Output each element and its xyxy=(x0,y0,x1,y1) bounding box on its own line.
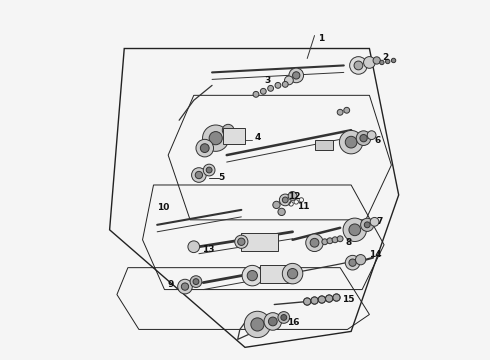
Text: 8: 8 xyxy=(346,238,352,247)
Text: 13: 13 xyxy=(202,245,214,254)
Circle shape xyxy=(306,234,323,252)
Circle shape xyxy=(238,238,245,246)
Circle shape xyxy=(288,269,298,279)
Circle shape xyxy=(193,279,199,284)
Text: 15: 15 xyxy=(343,295,355,304)
Text: 14: 14 xyxy=(369,250,382,259)
Circle shape xyxy=(282,197,288,203)
Circle shape xyxy=(364,222,370,228)
Circle shape xyxy=(178,279,192,294)
Circle shape xyxy=(332,237,338,243)
Circle shape xyxy=(354,61,363,70)
Circle shape xyxy=(370,217,379,226)
Circle shape xyxy=(360,135,367,142)
Circle shape xyxy=(279,194,291,206)
Circle shape xyxy=(264,313,282,330)
Circle shape xyxy=(333,294,340,301)
Circle shape xyxy=(273,201,280,208)
Circle shape xyxy=(253,91,259,97)
Circle shape xyxy=(367,131,376,140)
Circle shape xyxy=(200,144,209,153)
Bar xyxy=(260,265,293,283)
Circle shape xyxy=(260,89,266,94)
Circle shape xyxy=(289,68,303,83)
Circle shape xyxy=(356,131,371,145)
Circle shape xyxy=(343,218,367,242)
Circle shape xyxy=(206,167,212,173)
Circle shape xyxy=(209,131,222,145)
Text: 9: 9 xyxy=(168,280,174,289)
Circle shape xyxy=(325,295,333,302)
Circle shape xyxy=(318,296,325,303)
Text: 12: 12 xyxy=(288,193,301,202)
Circle shape xyxy=(345,136,357,148)
Bar xyxy=(223,128,245,144)
Circle shape xyxy=(203,164,215,176)
Text: 6: 6 xyxy=(374,136,381,145)
Bar xyxy=(242,233,278,251)
Circle shape xyxy=(349,224,361,236)
Circle shape xyxy=(337,236,343,242)
Circle shape xyxy=(288,192,297,200)
Circle shape xyxy=(361,218,374,231)
Circle shape xyxy=(269,317,277,326)
Circle shape xyxy=(344,107,350,113)
Circle shape xyxy=(251,318,264,331)
Text: 10: 10 xyxy=(157,203,170,212)
Circle shape xyxy=(345,255,360,270)
Circle shape xyxy=(285,76,294,85)
Circle shape xyxy=(202,125,229,151)
Circle shape xyxy=(275,82,281,88)
Circle shape xyxy=(364,57,375,68)
Circle shape xyxy=(373,57,380,64)
Circle shape xyxy=(278,312,290,323)
Circle shape xyxy=(222,124,234,136)
Bar xyxy=(315,140,333,150)
Text: 7: 7 xyxy=(376,217,382,226)
Circle shape xyxy=(349,259,356,266)
Text: 11: 11 xyxy=(297,202,310,211)
Circle shape xyxy=(247,270,257,281)
Circle shape xyxy=(327,238,333,244)
Circle shape xyxy=(303,298,311,305)
Circle shape xyxy=(310,238,319,247)
Circle shape xyxy=(337,109,343,115)
Circle shape xyxy=(242,265,263,286)
Circle shape xyxy=(268,85,273,91)
Circle shape xyxy=(322,239,328,245)
Circle shape xyxy=(181,283,189,290)
Circle shape xyxy=(356,255,366,265)
Circle shape xyxy=(386,59,390,64)
Circle shape xyxy=(195,171,202,179)
Circle shape xyxy=(282,81,288,87)
Text: 3: 3 xyxy=(265,76,270,85)
Circle shape xyxy=(281,315,287,320)
Circle shape xyxy=(350,57,367,74)
Circle shape xyxy=(311,297,318,304)
Circle shape xyxy=(188,241,199,253)
Text: 1: 1 xyxy=(318,34,324,43)
Circle shape xyxy=(196,139,214,157)
Circle shape xyxy=(293,72,300,79)
Circle shape xyxy=(392,58,396,63)
Circle shape xyxy=(282,264,303,284)
Circle shape xyxy=(340,130,363,154)
Circle shape xyxy=(235,235,248,248)
Text: 16: 16 xyxy=(287,318,299,327)
Circle shape xyxy=(278,208,285,216)
Text: 2: 2 xyxy=(382,53,388,62)
Circle shape xyxy=(245,311,270,338)
Circle shape xyxy=(192,168,206,182)
Text: 5: 5 xyxy=(218,172,224,181)
Circle shape xyxy=(380,60,384,65)
Text: 4: 4 xyxy=(254,133,261,142)
Circle shape xyxy=(190,276,202,288)
